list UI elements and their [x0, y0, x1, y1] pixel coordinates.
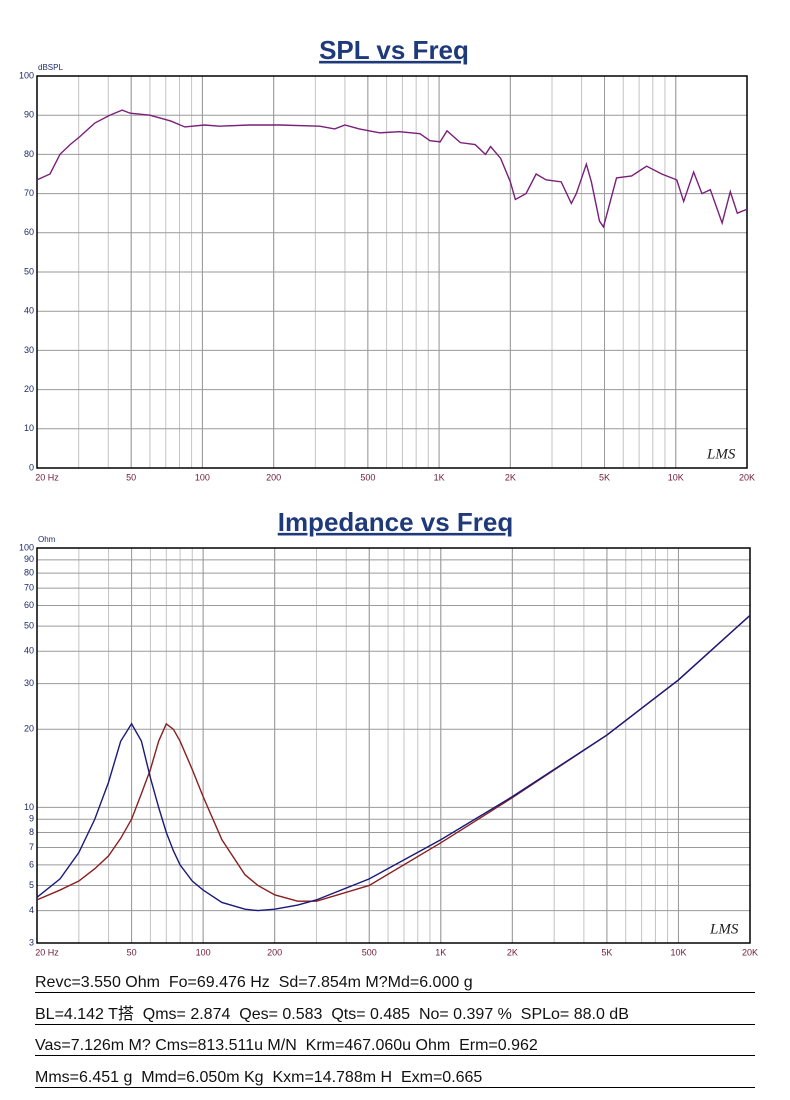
y-tick-label: 90	[24, 110, 34, 120]
x-tick-label: 50	[127, 947, 137, 957]
x-tick-label: 20K	[742, 947, 758, 957]
x-tick-label: 2K	[507, 947, 518, 957]
x-tick-label: 100	[195, 472, 210, 482]
y-tick-label: 40	[24, 646, 34, 656]
watermark: LMS	[706, 446, 736, 462]
plot-frame	[36, 547, 751, 944]
parameter-line: Vas=7.126m M? Cms=813.511u M/N Krm=467.0…	[35, 1033, 755, 1056]
y-tick-label: 9	[29, 814, 34, 824]
y-tick-label: 60	[24, 227, 34, 237]
y-tick-label: 10	[24, 802, 34, 812]
y-tick-label: 20	[24, 384, 34, 394]
y-tick-label: 30	[24, 678, 34, 688]
y-tick-label: 40	[24, 306, 34, 316]
x-tick-label: 1K	[435, 947, 446, 957]
y-tick-label: 30	[24, 345, 34, 355]
y-tick-label: 4	[29, 905, 34, 915]
y-tick-label: 80	[24, 149, 34, 159]
y-tick-label: 90	[24, 554, 34, 564]
y-tick-label: 60	[24, 600, 34, 610]
watermark: LMS	[709, 921, 739, 937]
y-tick-label: 0	[29, 462, 34, 472]
x-tick-label: 20 Hz	[35, 472, 59, 482]
x-tick-label: 10K	[668, 472, 684, 482]
x-tick-label: 100	[196, 947, 211, 957]
y-tick-label: 100	[19, 70, 34, 80]
y-tick-label: 70	[24, 188, 34, 198]
series-line	[36, 109, 748, 229]
y-tick-label: 50	[24, 620, 34, 630]
x-tick-label: 10K	[670, 947, 686, 957]
y-tick-label: 20	[24, 724, 34, 734]
chart-title: Impedance vs Freq	[278, 507, 514, 537]
y-axis-label: Ohm	[38, 535, 56, 544]
y-tick-label: 100	[19, 542, 34, 552]
x-tick-label: 20 Hz	[35, 947, 59, 957]
x-tick-label: 1K	[434, 472, 445, 482]
parameter-line: BL=4.142 T搭 Qms= 2.874 Qes= 0.583 Qts= 0…	[35, 1002, 755, 1025]
plot-frame	[36, 75, 748, 469]
series-line	[36, 614, 751, 912]
plot-area	[37, 548, 750, 943]
x-tick-label: 20K	[739, 472, 755, 482]
y-tick-label: 3	[29, 937, 34, 947]
x-tick-label: 500	[362, 947, 377, 957]
y-tick-label: 5	[29, 880, 34, 890]
x-tick-label: 2K	[505, 472, 516, 482]
x-tick-label: 50	[126, 472, 136, 482]
y-tick-label: 6	[29, 859, 34, 869]
x-tick-label: 5K	[601, 947, 612, 957]
y-tick-label: 50	[24, 266, 34, 276]
parameter-line: Mms=6.451 g Mmd=6.050m Kg Kxm=14.788m H …	[35, 1065, 755, 1088]
y-tick-label: 70	[24, 583, 34, 593]
y-tick-label: 10	[24, 423, 34, 433]
y-tick-label: 80	[24, 568, 34, 578]
y-tick-label: 7	[29, 842, 34, 852]
x-tick-label: 200	[267, 947, 282, 957]
parameter-line: Revc=3.550 Ohm Fo=69.476 Hz Sd=7.854m M?…	[35, 970, 755, 993]
x-tick-label: 5K	[599, 472, 610, 482]
y-tick-label: 8	[29, 827, 34, 837]
chart-title: SPL vs Freq	[319, 35, 469, 65]
charts: 20 Hz 50 100 200 500 1K 2K 5K 10K 20K 0 10 20 30 40 50 6…	[19, 35, 758, 958]
y-axis-label: dBSPL	[38, 63, 63, 72]
x-tick-label: 500	[360, 472, 375, 482]
series-line	[36, 614, 751, 902]
x-tick-label: 200	[266, 472, 281, 482]
